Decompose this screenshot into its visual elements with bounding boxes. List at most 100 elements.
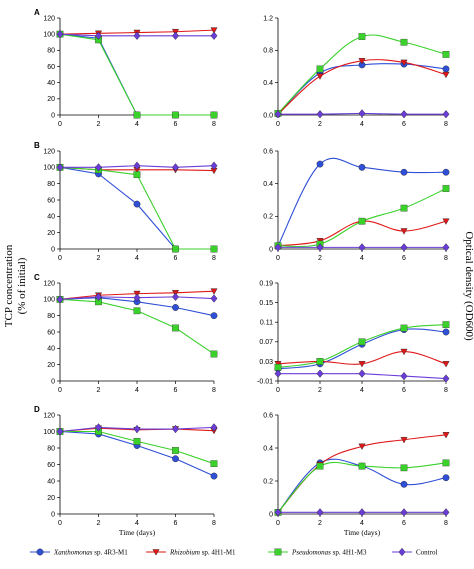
data-point-pseudomonas — [210, 350, 218, 358]
y-tick-label: 0 — [51, 246, 55, 253]
data-point-pseudomonas — [316, 358, 324, 365]
series-line-xanthomonas — [59, 166, 214, 250]
y-tick-label: 120 — [43, 280, 55, 287]
legend-item-xanthomonas: Xanthomonas sp. 4R3-M1 — [30, 549, 128, 557]
legend-label: Xanthomonas sp. 4R3-M1 — [53, 549, 128, 557]
x-tick-label: 0 — [58, 387, 62, 394]
panel-d-right: 0 0.2 0.4 0.6 0 2 4 6 8 Time (days) — [263, 412, 450, 537]
data-point-control — [172, 163, 179, 172]
data-point-pseudomonas — [442, 51, 450, 58]
y-tick-label: 100 — [43, 297, 55, 304]
data-point-pseudomonas — [400, 324, 408, 332]
x-tick-label: 4 — [360, 121, 364, 128]
legend-item-control: Control — [392, 547, 437, 557]
x-tick-label: 6 — [402, 520, 406, 527]
y-tick-label: 100 — [43, 165, 55, 172]
data-point-xanthomonas — [172, 304, 179, 311]
y-tick-label: 60 — [47, 64, 55, 71]
x-tick-label: 8 — [444, 520, 448, 527]
y-tick-label: 0 — [269, 246, 273, 253]
series-line-xanthomonas — [277, 157, 447, 246]
data-point-control — [56, 427, 64, 436]
legend-marker — [152, 549, 160, 556]
x-tick-label: 4 — [360, 255, 364, 262]
data-point-rhizobium — [358, 58, 366, 65]
legend-marker — [398, 547, 406, 557]
x-tick-label: 2 — [97, 520, 101, 527]
x-tick-label: 4 — [135, 255, 139, 262]
y-tick-label: -0.01 — [257, 378, 273, 385]
data-point-control — [210, 31, 218, 40]
data-point-rhizobium — [442, 432, 450, 439]
panel-d-left: 0 20 40 60 80 100 120 0 2 4 6 8 Time (days) D — [34, 405, 218, 537]
data-point-control — [172, 31, 179, 40]
series-line-xanthomonas — [277, 63, 447, 115]
data-point-rhizobium — [400, 348, 408, 356]
left-y-axis-title-line2: (% of initial) — [16, 257, 28, 314]
y-tick-label: 60 — [47, 197, 55, 204]
data-point-pseudomonas — [133, 111, 141, 119]
x-tick-label: 4 — [135, 387, 139, 394]
data-point-pseudomonas — [210, 111, 218, 119]
data-point-pseudomonas — [172, 111, 179, 119]
legend: Xanthomonas sp. 4R3-M1 Rhizobium sp. 4H1-… — [30, 547, 437, 557]
data-point-pseudomonas — [358, 33, 366, 40]
data-point-pseudomonas — [316, 65, 324, 73]
data-point-pseudomonas — [133, 171, 141, 179]
legend-label: Pseudomonas sp. 4H1-M3 — [291, 549, 367, 557]
y-tick-label: 0.03 — [259, 359, 273, 366]
x-tick-label: 8 — [212, 520, 216, 527]
data-point-control — [316, 369, 324, 378]
data-point-control — [133, 424, 141, 434]
data-point-xanthomonas — [133, 200, 141, 208]
x-tick-label: 8 — [444, 121, 448, 128]
y-tick-label: 0.8 — [263, 48, 273, 55]
data-point-pseudomonas — [442, 459, 450, 467]
data-point-control — [358, 243, 366, 252]
panel-a-right: 0.0 0.4 0.8 1.2 0 2 4 6 8 — [263, 15, 450, 128]
y-tick-label: 0 — [51, 378, 55, 385]
y-tick-label: 0 — [51, 511, 55, 518]
x-tick-label: 0 — [58, 121, 62, 128]
data-point-pseudomonas — [442, 185, 450, 192]
series-line-pseudomonas — [277, 461, 447, 513]
data-point-control — [274, 369, 282, 378]
data-point-control — [400, 110, 408, 119]
y-tick-label: 0 — [51, 112, 55, 119]
data-point-xanthomonas — [210, 312, 218, 320]
data-point-rhizobium — [400, 59, 408, 67]
data-point-xanthomonas — [172, 455, 179, 463]
y-tick-label: 40 — [47, 80, 55, 87]
y-tick-label: 80 — [47, 181, 55, 188]
data-point-pseudomonas — [210, 460, 218, 468]
data-point-control — [210, 294, 218, 303]
y-tick-label: 60 — [47, 329, 55, 336]
y-tick-label: 120 — [43, 15, 55, 22]
legend-item-pseudomonas: Pseudomonas sp. 4H1-M3 — [268, 549, 367, 557]
y-tick-label: 120 — [43, 412, 55, 419]
y-tick-label: 100 — [43, 32, 55, 39]
data-point-pseudomonas — [400, 464, 408, 472]
data-point-control — [442, 374, 450, 383]
data-point-rhizobium — [210, 288, 218, 295]
x-axis-title: Time (days) — [344, 528, 381, 537]
right-y-axis-title: Optical density (OD600) — [463, 231, 474, 341]
x-tick-label: 2 — [318, 255, 322, 262]
x-tick-label: 2 — [97, 255, 101, 262]
data-point-rhizobium — [400, 436, 408, 444]
data-point-xanthomonas — [442, 474, 450, 482]
data-point-control — [274, 508, 282, 517]
legend-label: Rhizobium sp. 4H1-M1 — [169, 549, 236, 557]
data-point-rhizobium — [400, 228, 408, 235]
data-point-control — [133, 31, 141, 40]
y-tick-label: 0.11 — [260, 320, 273, 327]
data-point-pseudomonas — [210, 245, 218, 253]
x-tick-label: 6 — [174, 520, 178, 527]
x-tick-label: 2 — [97, 387, 101, 394]
data-point-control — [95, 31, 102, 40]
y-tick-label: 0.6 — [263, 412, 273, 419]
y-tick-label: 20 — [47, 96, 55, 103]
y-tick-label: 0.6 — [263, 148, 273, 155]
data-point-pseudomonas — [133, 307, 141, 315]
legend-marker — [36, 548, 44, 556]
